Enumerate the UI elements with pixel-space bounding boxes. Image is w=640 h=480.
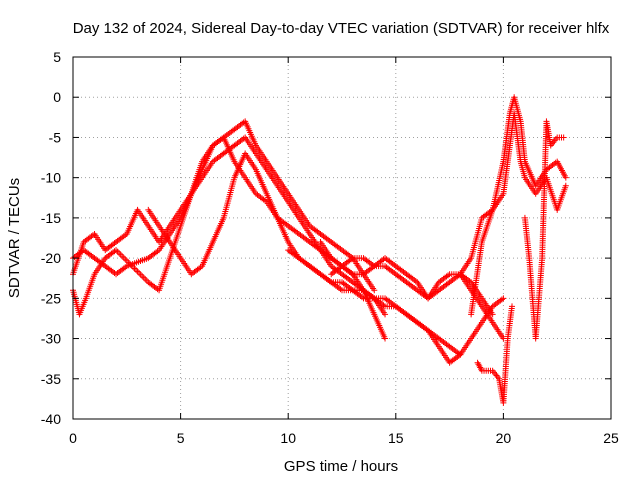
series-track-H <box>457 94 569 278</box>
x-tick-label: 25 <box>603 430 619 446</box>
series-track-K <box>521 118 567 342</box>
y-tick-label: -10 <box>41 170 61 186</box>
y-tick-label: -25 <box>41 290 61 306</box>
y-tick-label: 5 <box>53 49 61 65</box>
y-tick-label: -30 <box>41 331 61 347</box>
data-point <box>137 271 144 278</box>
y-tick-label: -40 <box>41 411 61 427</box>
data-point <box>382 311 389 318</box>
y-tick-label: -35 <box>41 371 61 387</box>
y-tick-label: -5 <box>49 129 62 145</box>
data-point <box>120 254 127 261</box>
chart-title: Day 132 of 2024, Sidereal Day-to-day VTE… <box>73 20 610 37</box>
series-track-I <box>468 110 569 318</box>
data-point <box>142 276 149 283</box>
data-point <box>119 253 126 260</box>
data-point <box>139 273 146 280</box>
data-point <box>562 182 569 189</box>
data-point <box>489 311 496 318</box>
data-point <box>136 270 143 277</box>
plot-frame <box>72 56 612 420</box>
y-axis-title: SDTVAR / TECUs <box>6 178 23 298</box>
x-tick-label: 0 <box>69 430 77 446</box>
x-tick-label: 20 <box>496 430 512 446</box>
y-tick-label: -15 <box>41 210 61 226</box>
data-point <box>122 256 129 263</box>
series-track-E <box>285 247 507 366</box>
data-point <box>382 335 389 342</box>
data-point <box>560 134 567 141</box>
series-track-J <box>474 303 516 406</box>
x-tick-label: 5 <box>177 430 185 446</box>
y-tick-label: -20 <box>41 250 61 266</box>
tick-marks <box>72 56 612 420</box>
data-point <box>133 266 140 273</box>
data-point <box>143 277 150 284</box>
x-axis-title: GPS time / hours <box>284 458 398 475</box>
y-tick-label: 0 <box>53 89 61 105</box>
data-point <box>114 248 121 255</box>
x-tick-label: 10 <box>280 430 296 446</box>
x-tick-labels: 0 5 10 15 20 25 <box>69 430 619 446</box>
y-tick-labels: 5 0 -5 -10 -15 -20 -25 -30 -35 -40 <box>41 49 61 427</box>
data-points <box>70 94 569 406</box>
data-point <box>140 274 147 281</box>
data-point <box>371 287 378 294</box>
data-point <box>562 174 569 181</box>
data-point <box>117 251 124 258</box>
data-point <box>134 268 141 275</box>
data-point <box>500 295 507 302</box>
data-point <box>509 303 516 310</box>
x-tick-label: 15 <box>388 430 404 446</box>
